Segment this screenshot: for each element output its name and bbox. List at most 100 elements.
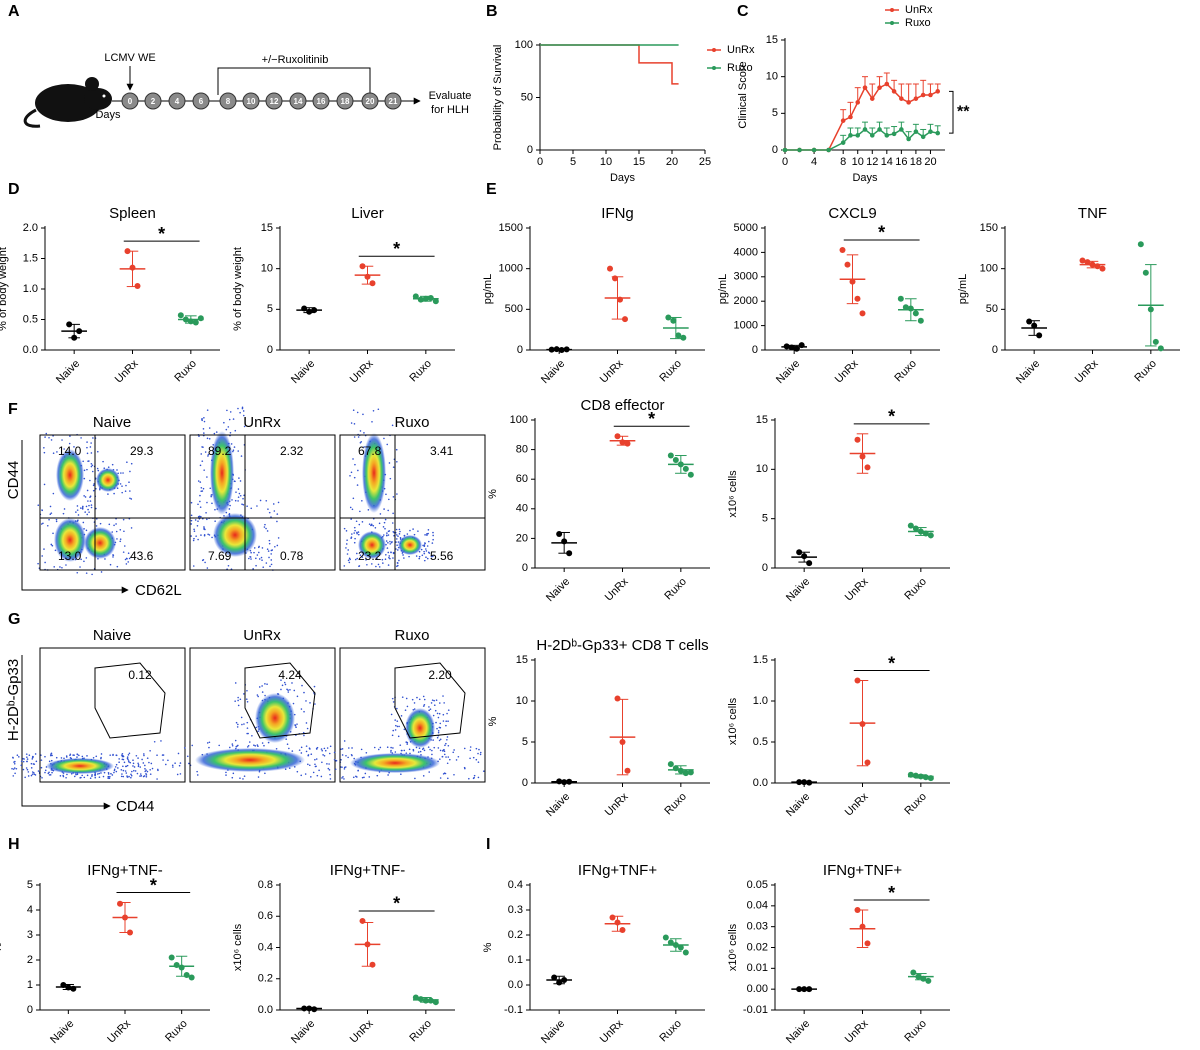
event-dot bbox=[274, 545, 276, 548]
event-dot bbox=[389, 543, 392, 545]
event-dot bbox=[314, 758, 316, 761]
event-dot bbox=[87, 460, 89, 462]
data-point bbox=[913, 129, 919, 134]
event-dot bbox=[11, 767, 13, 770]
event-dot bbox=[288, 747, 290, 750]
event-dot bbox=[245, 698, 248, 700]
event-dot bbox=[298, 749, 301, 751]
event-dot bbox=[226, 409, 228, 412]
event-dot bbox=[130, 774, 133, 777]
event-dot bbox=[256, 694, 259, 696]
event-dot bbox=[379, 513, 382, 515]
x-tick-label: Naive bbox=[1014, 358, 1042, 386]
event-dot bbox=[122, 472, 124, 474]
event-dot bbox=[341, 748, 344, 750]
event-dot bbox=[86, 489, 89, 492]
event-dot bbox=[239, 777, 241, 779]
event-dot bbox=[76, 753, 79, 756]
event-dot bbox=[201, 490, 204, 492]
y-tick-label: 0.02 bbox=[747, 941, 768, 953]
event-dot bbox=[113, 492, 115, 495]
data-point bbox=[192, 319, 199, 326]
event-dot bbox=[326, 747, 329, 749]
event-dot bbox=[104, 558, 106, 560]
event-dot bbox=[446, 738, 448, 741]
event-dot bbox=[392, 466, 395, 468]
event-dot bbox=[433, 704, 436, 707]
event-dot bbox=[289, 688, 291, 691]
event-dot bbox=[236, 726, 239, 728]
event-dot bbox=[119, 483, 122, 485]
day-node bbox=[219, 92, 237, 110]
event-dot bbox=[242, 778, 244, 780]
flow-title: Ruxo bbox=[394, 414, 429, 431]
event-dot bbox=[85, 529, 88, 532]
event-dot bbox=[434, 709, 437, 712]
event-dot bbox=[354, 537, 356, 540]
legend-label: Ruxo bbox=[905, 17, 931, 29]
y-tick-label: 15 bbox=[756, 414, 768, 426]
data-point bbox=[862, 127, 868, 132]
event-dot bbox=[258, 545, 260, 548]
event-dot bbox=[291, 750, 294, 752]
event-dot bbox=[345, 754, 347, 757]
data-point bbox=[912, 525, 919, 532]
event-dot bbox=[69, 435, 71, 437]
event-dot bbox=[232, 418, 235, 420]
significance: * bbox=[393, 894, 400, 914]
event-dot bbox=[291, 682, 293, 684]
data-point bbox=[854, 295, 861, 302]
event-dot bbox=[468, 777, 470, 780]
chart-title: CD8 effector bbox=[581, 397, 665, 414]
y-tick-label: 0.8 bbox=[258, 879, 273, 891]
y-tick-label: 500 bbox=[505, 303, 523, 315]
event-dot bbox=[328, 763, 330, 765]
event-dot bbox=[86, 452, 89, 455]
event-dot bbox=[146, 757, 149, 759]
event-dot bbox=[372, 524, 375, 527]
event-dot bbox=[395, 724, 397, 727]
event-dot bbox=[345, 530, 348, 532]
event-dot bbox=[431, 753, 433, 756]
event-dot bbox=[26, 768, 29, 771]
event-dot bbox=[357, 769, 359, 772]
data-point bbox=[925, 977, 932, 984]
x-tick-label: Ruxo bbox=[1132, 358, 1159, 385]
event-dot bbox=[112, 554, 114, 556]
data-point bbox=[854, 436, 861, 443]
event-dot bbox=[358, 523, 361, 526]
event-dot bbox=[233, 446, 236, 448]
event-dot bbox=[156, 778, 158, 780]
event-dot bbox=[342, 776, 344, 778]
event-dot bbox=[196, 770, 198, 773]
gate-value: 13.0 bbox=[58, 549, 82, 563]
event-dot bbox=[122, 551, 125, 553]
event-dot bbox=[206, 501, 208, 504]
event-dot bbox=[90, 504, 93, 506]
x-tick-label: Ruxo bbox=[163, 1018, 190, 1045]
y-tick-label: 5 bbox=[522, 736, 528, 748]
gate-value: 89.2 bbox=[208, 444, 232, 458]
y-tick-label: 0 bbox=[762, 562, 768, 574]
y-tick-label: 0 bbox=[522, 777, 528, 789]
event-dot bbox=[201, 446, 203, 448]
event-dot bbox=[385, 493, 387, 496]
y-axis-label: x10⁶ cells bbox=[727, 470, 739, 518]
event-dot bbox=[340, 758, 342, 761]
event-dot bbox=[116, 538, 118, 540]
event-dot bbox=[199, 500, 201, 503]
event-dot bbox=[207, 453, 210, 456]
event-dot bbox=[31, 758, 34, 760]
event-dot bbox=[69, 754, 71, 757]
day-label: 14 bbox=[294, 97, 303, 106]
event-dot bbox=[265, 527, 267, 530]
event-dot bbox=[391, 522, 394, 524]
event-dot bbox=[355, 775, 357, 778]
event-dot bbox=[183, 747, 186, 749]
event-dot bbox=[475, 747, 478, 750]
event-dot bbox=[90, 465, 93, 468]
event-dot bbox=[128, 752, 131, 755]
day-label: 4 bbox=[175, 97, 180, 106]
event-dot bbox=[266, 548, 269, 550]
flow-plot bbox=[343, 408, 434, 568]
